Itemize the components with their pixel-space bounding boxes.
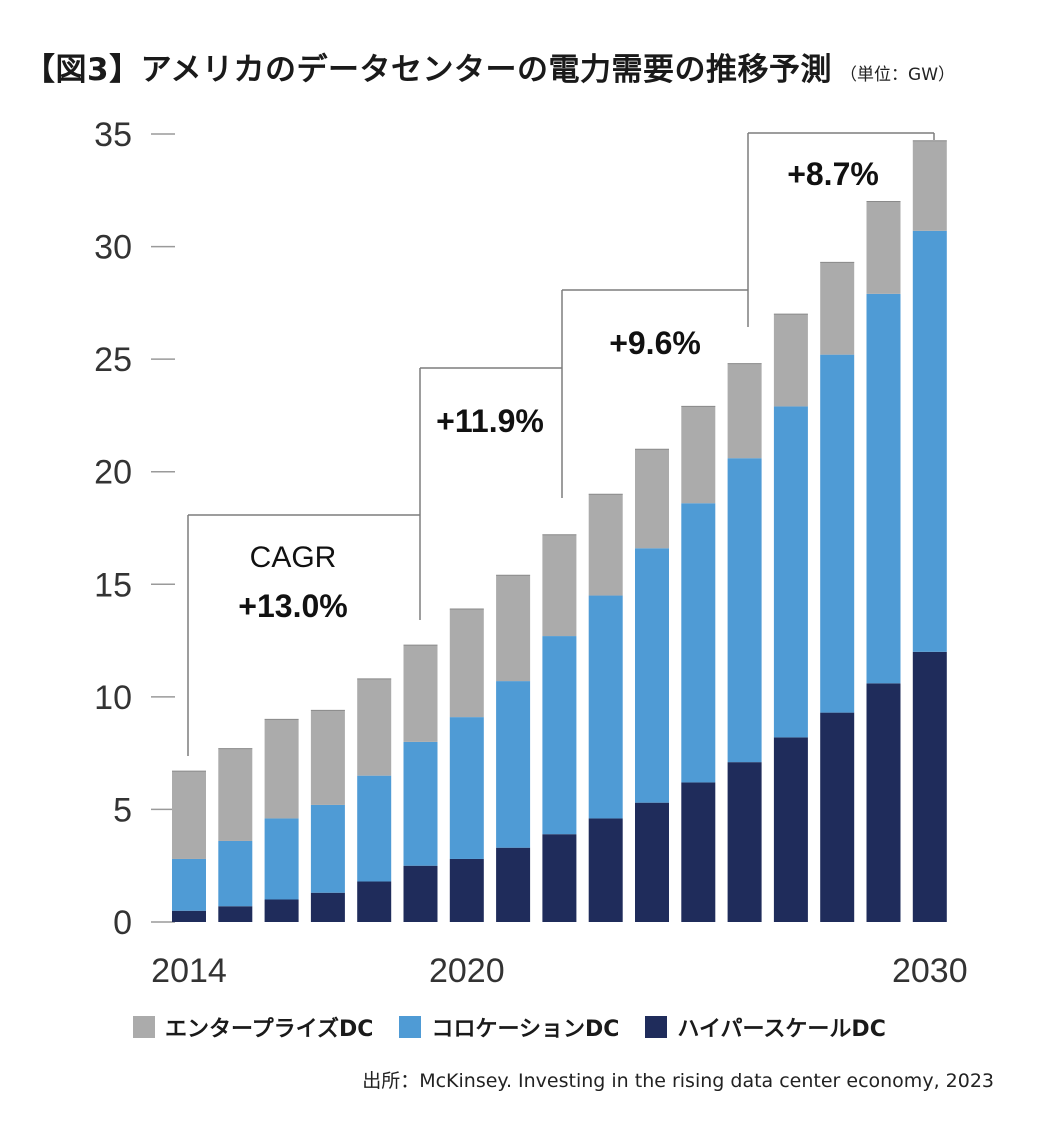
bar-segment-colocation [449, 717, 484, 859]
bar-segment-enterprise [635, 449, 669, 549]
bar-segment-enterprise [449, 609, 484, 718]
bar-segment-colocation [681, 503, 716, 783]
bar-segment-colocation [820, 354, 855, 713]
bar-segment-enterprise [866, 201, 901, 294]
bar-segment-hyperscale [403, 865, 438, 922]
bar-segment-hyperscale [727, 762, 762, 922]
bar-segment-hyperscale [172, 910, 206, 922]
legend-swatch-colocation [399, 1016, 422, 1038]
bar-segment-colocation [357, 775, 392, 882]
bar-segment-hyperscale [357, 881, 392, 922]
bar-segment-colocation [172, 858, 206, 911]
bar-segment-enterprise [172, 771, 206, 859]
cagr-value: +9.6% [609, 325, 701, 361]
bar-segment-colocation [588, 595, 623, 819]
y-tick-label: 5 [113, 791, 132, 829]
y-tick-label: 25 [94, 341, 132, 379]
bar-segment-enterprise [588, 494, 623, 596]
y-tick-label: 15 [94, 566, 132, 604]
cagr-value: +13.0% [238, 588, 347, 624]
bar-segment-colocation [218, 840, 253, 907]
y-tick-label: 35 [94, 116, 132, 154]
bar-segment-hyperscale [820, 712, 855, 922]
bar-segment-colocation [264, 818, 299, 900]
cagr-value: +11.9% [436, 403, 544, 439]
legend: エンタープライズDC コロケーションDC ハイパースケールDC [133, 1011, 886, 1043]
bar-segment-colocation [403, 741, 438, 866]
bar-segment-enterprise [727, 363, 762, 459]
bar-segment-hyperscale [912, 651, 947, 922]
x-tick-label: 2030 [892, 952, 968, 990]
bar-segment-enterprise [681, 406, 716, 504]
bar-segment-enterprise [542, 534, 577, 637]
bar-segment-enterprise [403, 645, 438, 742]
x-tick-label: 2014 [151, 952, 227, 990]
bar-segment-hyperscale [866, 683, 901, 922]
bar-segment-enterprise [218, 748, 253, 841]
chart-title: 【図3】アメリカのデータセンターの電力需要の推移予測 [24, 52, 833, 88]
legend-item-hyperscale: ハイパースケールDC [645, 1011, 886, 1043]
bar-segment-hyperscale [449, 858, 484, 922]
bar-segment-enterprise [357, 678, 392, 776]
cagr-label: CAGR [250, 541, 337, 574]
y-tick-label: 30 [94, 229, 132, 267]
bar-segment-hyperscale [588, 818, 623, 922]
bar-segment-colocation [635, 548, 669, 803]
y-tick-label: 20 [94, 454, 132, 492]
legend-swatch-hyperscale [645, 1016, 668, 1038]
legend-item-enterprise: エンタープライズDC [133, 1011, 373, 1043]
x-tick-label: 2020 [429, 952, 505, 990]
bar-segment-enterprise [820, 262, 855, 355]
bar-segment-hyperscale [496, 847, 531, 922]
legend-item-colocation: コロケーションDC [399, 1011, 619, 1043]
bar-segment-hyperscale [773, 737, 808, 922]
y-tick-label: 10 [94, 679, 132, 717]
bar-segment-hyperscale [264, 899, 299, 922]
bar-segment-colocation [866, 293, 901, 684]
legend-swatch-enterprise [133, 1016, 155, 1038]
bar-segment-colocation [496, 681, 531, 848]
bar-segment-hyperscale [681, 782, 716, 922]
bar-segment-colocation [310, 804, 345, 893]
source-note: 出所：McKinsey. Investing in the rising dat… [362, 1070, 994, 1092]
bar-segment-hyperscale [218, 906, 253, 922]
bar-segment-colocation [542, 636, 577, 835]
stacked-bar-chart: 0 5 10 15 20 25 30 35 2014 2020 2030 CAGR +13.0% +11.… [94, 116, 968, 990]
bar-segment-hyperscale [542, 834, 577, 922]
legend-label-hyperscale: ハイパースケールDC [677, 1017, 886, 1042]
cagr-value: +8.7% [787, 156, 879, 192]
bar-segment-hyperscale [635, 802, 669, 922]
bar-segment-colocation [773, 406, 808, 738]
bar-segment-enterprise [773, 314, 808, 407]
legend-label-colocation: コロケーションDC [431, 1017, 620, 1042]
bar-segment-colocation [727, 458, 762, 763]
bar-segment-colocation [912, 230, 947, 652]
unit-label: （単位：GW） [840, 65, 956, 85]
y-tick-label: 0 [113, 904, 132, 942]
bar-segment-enterprise [310, 710, 345, 805]
bar-segment-enterprise [496, 575, 531, 682]
legend-label-enterprise: エンタープライズDC [165, 1017, 374, 1042]
bar-segment-enterprise [912, 140, 947, 231]
bar-segment-enterprise [264, 719, 299, 819]
title-row: 【図3】アメリカのデータセンターの電力需要の推移予測 （単位：GW） [24, 44, 1024, 89]
bar-segment-hyperscale [310, 892, 345, 922]
